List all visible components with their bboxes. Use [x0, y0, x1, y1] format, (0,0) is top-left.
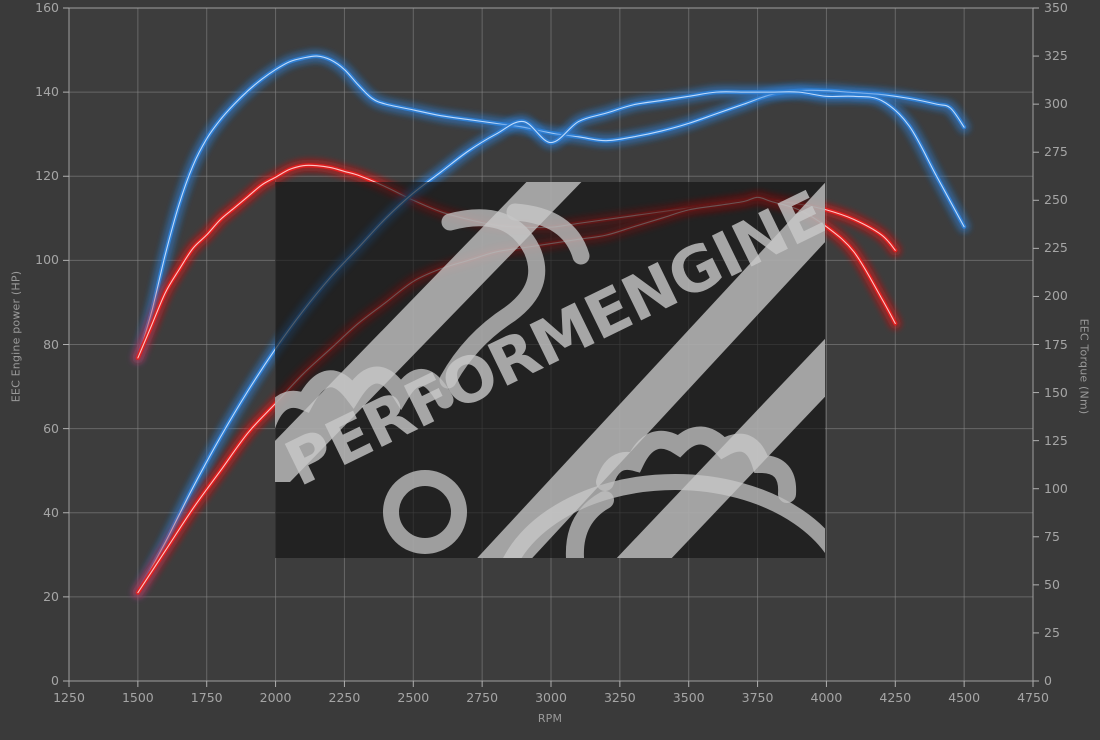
x-axis-tick-label: 1500	[121, 690, 154, 705]
x-axis-tick-label: 2250	[328, 690, 361, 705]
y-axis-left-tick-label: 20	[43, 588, 59, 604]
y-axis-left-tick-label: 60	[43, 420, 59, 436]
x-axis-tick-label: 2000	[259, 690, 292, 705]
y-axis-left-tick-label: 100	[35, 252, 59, 268]
y-axis-right-tick-label: 275	[1044, 144, 1068, 160]
x-axis-tick-label: 4750	[1017, 690, 1049, 705]
y-axis-right-tick-label: 200	[1044, 288, 1068, 304]
x-axis-tick-label: 3000	[535, 690, 567, 705]
x-axis-tick-label: 3250	[603, 690, 636, 705]
gear-icon	[275, 182, 825, 558]
x-axis-tick-label: 1750	[190, 690, 223, 705]
x-axis-tick-label: 2500	[397, 690, 430, 705]
y-axis-right-tick-label: 125	[1044, 432, 1068, 448]
y-axis-right-tick-label: 175	[1044, 336, 1068, 352]
y-axis-right-tick-label: 0	[1044, 673, 1052, 688]
y-axis-right-tick-label: 250	[1044, 192, 1068, 208]
axis-ticks	[63, 7, 1039, 687]
y-axis-left-tick-label: 80	[43, 336, 59, 352]
y-axis-right-tick-label: 75	[1044, 528, 1060, 544]
y-axis-right-tick-label: 150	[1044, 384, 1068, 400]
watermark-overlay: PERFORMENGINE	[275, 182, 825, 558]
x-axis-tick-label: 1250	[53, 690, 85, 705]
y-axis-right-tick-label: 50	[1044, 576, 1060, 592]
x-axis-tick-label: 4250	[879, 690, 912, 705]
x-axis-tick-label: 2750	[466, 690, 499, 705]
x-axis-title: RPM	[537, 712, 563, 725]
y-axis-left-tick-label: 160	[35, 0, 59, 15]
y-axis-left-tick-label: 40	[43, 504, 59, 520]
y-axis-right-tick-label: 100	[1044, 480, 1068, 496]
y-axis-right-tick-label: 300	[1044, 96, 1068, 112]
y-axis-left-tick-label: 120	[35, 168, 59, 184]
axis-frame	[68, 7, 1034, 682]
x-axis-tick-label: 4500	[948, 690, 981, 705]
y-axis-left-tick-label: 140	[35, 84, 59, 100]
x-axis-tick-label: 3750	[741, 690, 774, 705]
y-axis-left-tick-label: 0	[51, 673, 59, 688]
y-axis-right-tick-label: 350	[1044, 0, 1068, 15]
y-axis-right-tick-label: 325	[1044, 48, 1068, 64]
x-axis-tick-label: 4000	[810, 690, 843, 705]
x-axis-tick-label: 3500	[672, 690, 705, 705]
y-axis-right-tick-label: 25	[1044, 624, 1060, 640]
y-axis-right-tick-label: 225	[1044, 240, 1068, 256]
